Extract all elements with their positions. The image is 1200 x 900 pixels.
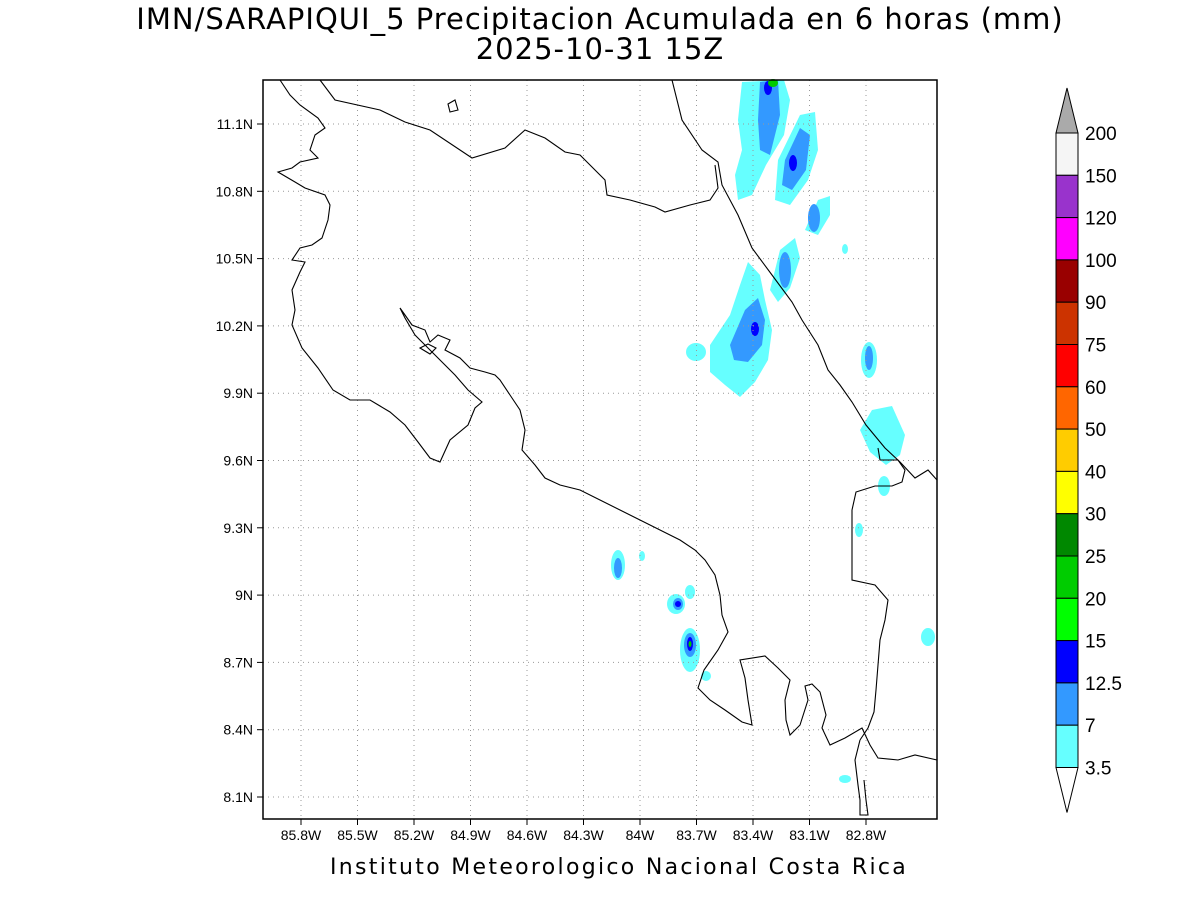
colorbar-box (1055, 301, 1079, 346)
colorbar-box (1055, 132, 1079, 176)
lat-tick-label: 8.7N (223, 654, 253, 670)
osa-peninsula-south (854, 739, 869, 816)
lon-tick-label: 84.3W (563, 827, 604, 843)
lon-tick-label: 85.2W (394, 827, 435, 843)
lon-tick-label: 84W (626, 827, 656, 843)
colorbar-label: 200 (1085, 124, 1117, 145)
footer-credit: Instituto Meteorologico Nacional Costa R… (330, 855, 909, 880)
lat-tick-label: 9.6N (223, 453, 253, 469)
precip-blue-mid-2 (730, 298, 765, 362)
lon-tick-label: 84.9W (450, 827, 491, 843)
colorbar-label: 3.5 (1085, 759, 1111, 780)
precip-cyan-sse (839, 775, 851, 783)
precip-green-1 (768, 79, 778, 87)
colorbar-label: 12.5 (1085, 674, 1122, 695)
precip-cyan-mid-3 (686, 343, 706, 361)
precip-dblue-2 (789, 155, 797, 171)
lon-tick-label: 84.6W (507, 827, 548, 843)
precip-blue-east (865, 346, 873, 370)
colorbar-label: 50 (1085, 420, 1106, 441)
title-line-1: IMN/SARAPIQUI_5 Precipitacion Acumulada … (136, 2, 1064, 36)
colorbar-label: 150 (1085, 166, 1117, 187)
title-line-2: 2025-10-31 15Z (475, 32, 725, 66)
colorbar-label: 25 (1085, 547, 1106, 568)
precip-blue-north-1 (758, 80, 780, 155)
lon-tick-label: 82.8W (846, 827, 887, 843)
precip-dblue-4 (675, 601, 681, 607)
precip-green-2 (688, 641, 692, 647)
colorbar-bottom-triangle (1055, 767, 1079, 813)
lat-tick-label: 10.2N (216, 318, 253, 334)
lat-tick-label: 10.8N (216, 183, 253, 199)
colorbar-label: 40 (1085, 462, 1106, 483)
longitude-axis: 85.8W 85.5W 85.2W 84.9W 84.6W 84.3W 84W 83.7W 83… (281, 819, 887, 843)
precipitation-field (611, 79, 935, 783)
lat-tick-label: 8.1N (223, 789, 253, 805)
coastlines (276, 79, 938, 816)
colorbar-label: 15 (1085, 632, 1106, 653)
colorbar-box (1055, 428, 1079, 472)
precip-blue-mid-1 (779, 252, 791, 288)
colorbar-box (1055, 470, 1079, 515)
colorbar-label: 30 (1085, 505, 1106, 526)
map-grid (263, 80, 937, 819)
colorbar-box (1055, 640, 1079, 684)
colorbar-label: 120 (1085, 209, 1117, 230)
precip-cyan-dot-3 (855, 523, 863, 537)
colorbar-box (1055, 217, 1079, 261)
north-lake-island (447, 99, 459, 113)
nicaragua-costa-rica-border (319, 79, 719, 213)
lon-tick-label: 83.1W (789, 827, 830, 843)
colorbar-top-triangle (1055, 87, 1079, 134)
lon-tick-label: 83.4W (733, 827, 774, 843)
map-frame (262, 79, 938, 820)
lat-tick-label: 10.5N (216, 251, 253, 267)
colorbar-label: 90 (1085, 293, 1106, 314)
colorbar-box (1055, 597, 1079, 642)
precip-cyan-dot-2 (639, 551, 645, 561)
colorbar-label: 60 (1085, 378, 1106, 399)
precip-cyan-south-3 (685, 585, 695, 599)
latitude-axis: 11.1N 10.8N 10.5N 10.2N 9.9N 9.6N 9.3N 9N 8.7N 8.… (216, 116, 263, 805)
lat-tick-label: 8.4N (223, 722, 253, 738)
colorbar-label: 20 (1085, 589, 1106, 610)
lon-tick-label: 85.5W (337, 827, 378, 843)
colorbar-label: 100 (1085, 251, 1117, 272)
lon-tick-label: 83.7W (676, 827, 717, 843)
gulf-island (418, 343, 437, 355)
precip-cyan-se (921, 628, 935, 646)
colorbar-box (1055, 682, 1079, 726)
colorbar-box (1055, 174, 1079, 219)
pacific-coast (276, 79, 938, 761)
precip-cyan-east (860, 406, 905, 465)
colorbar: 3.5 7 12.5 15 20 25 30 40 50 60 75 90 100 120 150 200 (1055, 87, 1122, 813)
colorbar-box (1055, 513, 1079, 557)
colorbar-box (1055, 724, 1079, 769)
lat-tick-label: 9N (235, 587, 253, 603)
colorbar-box (1055, 386, 1079, 430)
lat-tick-label: 11.1N (217, 116, 253, 132)
lat-tick-label: 9.3N (223, 520, 253, 536)
colorbar-box (1055, 555, 1079, 599)
colorbar-box (1055, 259, 1079, 303)
colorbar-label: 75 (1085, 336, 1106, 357)
precip-blue-north-3 (808, 204, 820, 232)
precip-cyan-dot (842, 244, 848, 254)
precip-cyan-south-5 (701, 671, 711, 681)
precip-dblue-3 (751, 322, 759, 336)
panama-border (851, 447, 906, 741)
colorbar-box (1055, 344, 1079, 388)
colorbar-label: 7 (1085, 716, 1096, 737)
precip-blue-south-1 (614, 558, 622, 578)
lat-tick-label: 9.9N (223, 385, 253, 401)
lon-tick-label: 85.8W (281, 827, 322, 843)
